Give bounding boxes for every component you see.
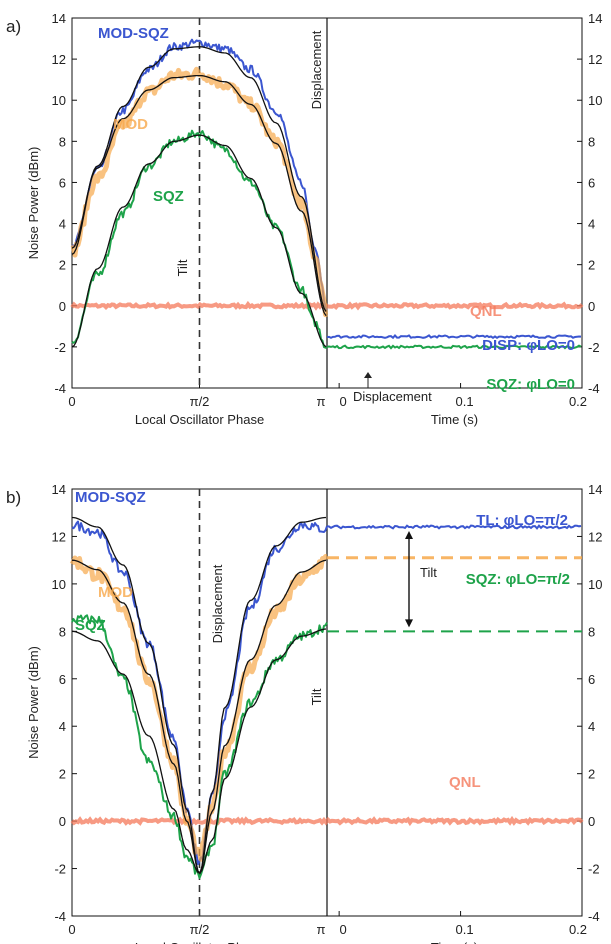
fit-curve-2 [71,628,327,874]
y-tick-label-right: 0 [588,299,595,314]
panel-b: b) -4 -4 -2 -2 0 0 2 2 4 4 6 6 8 8 10 10 12 12 14 14 Noise Po… [6,482,602,944]
label-qnl: QNL [470,303,502,320]
y-tick-label-left: 4 [59,217,66,232]
label-tl: TL: φLO=π/2 [476,512,568,529]
tilt-arrowhead-down [405,619,413,628]
x-tick-label: 0 [68,922,75,937]
panel-a: a) -4 -4 -2 -2 0 0 2 2 4 4 6 6 8 8 10 10 12 12 14 14 Noise Po… [6,11,602,427]
series-mod-sqz-trace [71,38,328,311]
y-tick-label-left: 8 [59,624,66,639]
y-tick-label-right: 10 [588,577,602,592]
y-tick-label-left: 6 [59,672,66,687]
x-tick-label: 0 [340,922,347,937]
y-tick-label-right: -2 [588,862,600,877]
annotation-tilt: Tilt [175,259,190,276]
y-tick-label-left: 12 [52,529,66,544]
x-tick-label: 0 [68,394,75,409]
series-mod-sqz-trace [71,520,328,866]
x-axis-label-left: Local Oscillator Phase [135,940,264,944]
y-tick-label-left: 6 [59,175,66,190]
y-axis-label: Noise Power (dBm) [26,646,41,759]
y-tick-label-left: 0 [59,299,66,314]
series-sqz-trace [71,614,328,879]
y-tick-label-left: -4 [54,381,66,396]
x-tick-label: π [317,922,326,937]
label-qnl: QNL [449,774,481,791]
label-sqz: SQZ [75,617,106,634]
right-trace-0 [326,524,582,530]
label-sqz-right: SQZ: φLO=0 [486,376,575,393]
y-tick-label-right: 14 [588,11,602,26]
y-tick-label-left: -2 [54,340,66,355]
y-tick-label-left: -2 [54,862,66,877]
x-tick-label: π/2 [190,922,210,937]
y-axis-label: Noise Power (dBm) [26,147,41,260]
y-tick-label-right: 6 [588,672,595,687]
x-axis-label-left: Local Oscillator Phase [135,412,264,427]
y-tick-label-left: -4 [54,909,66,924]
y-tick-label-right: 6 [588,175,595,190]
y-tick-label-left: 2 [59,767,66,782]
y-tick-label-right: 12 [588,52,602,67]
annotation-displacement: Displacement [309,30,324,109]
right-trace-0 [326,334,582,340]
label-mod-sqz: MOD-SQZ [98,25,169,42]
y-tick-label-left: 10 [52,93,66,108]
y-tick-label-right: 14 [588,482,602,497]
y-tick-label-right: 8 [588,134,595,149]
y-tick-label-right: -4 [588,381,600,396]
label-sqz-right: SQZ: φLO=π/2 [466,571,570,588]
y-tick-label-right: 0 [588,814,595,829]
annotation-displacement-right: Displacement [353,389,432,404]
y-tick-label-right: -4 [588,909,600,924]
label-mod-sqz: MOD-SQZ [75,489,146,506]
x-axis-label-right: Time (s) [431,940,478,944]
displacement-arrowhead [364,372,372,378]
y-tick-label-right: 4 [588,217,595,232]
qnl-trace [70,815,584,827]
y-tick-label-right: 2 [588,767,595,782]
x-tick-label: π/2 [190,394,210,409]
x-tick-label: 0.1 [456,394,474,409]
y-tick-label-left: 12 [52,52,66,67]
annotation-tilt-right: Tilt [420,565,437,580]
y-tick-label-right: 8 [588,624,595,639]
fit-curve-2 [71,134,327,348]
label-disp: DISP: φLO=0 [482,337,575,354]
annotation-tilt: Tilt [309,688,324,705]
x-axis-label-right: Time (s) [431,412,478,427]
y-tick-label-right: -2 [588,340,600,355]
y-tick-label-left: 0 [59,814,66,829]
y-tick-label-left: 14 [52,482,66,497]
y-tick-label-right: 2 [588,258,595,273]
x-tick-label: 0 [340,394,347,409]
x-tick-label: 0.2 [569,394,587,409]
y-tick-label-left: 2 [59,258,66,273]
y-tick-label-right: 10 [588,93,602,108]
annotation-displacement: Displacement [210,564,225,643]
label-sqz: SQZ [153,188,184,205]
y-tick-label-left: 4 [59,719,66,734]
x-tick-label: 0.1 [456,922,474,937]
y-tick-label-left: 14 [52,11,66,26]
y-tick-label-right: 12 [588,529,602,544]
fit-curve-0 [71,46,327,312]
y-tick-label-left: 8 [59,134,66,149]
y-tick-label-right: 4 [588,719,595,734]
tilt-arrowhead-up [405,530,413,539]
panel-label: b) [6,488,21,507]
right-trace-1 [326,344,582,350]
series-mod-trace [69,553,328,862]
panel-label: a) [6,17,21,36]
fit-curve-1 [71,74,327,317]
y-tick-label-left: 10 [52,577,66,592]
x-tick-label: π [317,394,326,409]
label-mod: MOD [98,584,133,601]
label-mod: MOD [113,116,148,133]
x-tick-label: 0.2 [569,922,587,937]
